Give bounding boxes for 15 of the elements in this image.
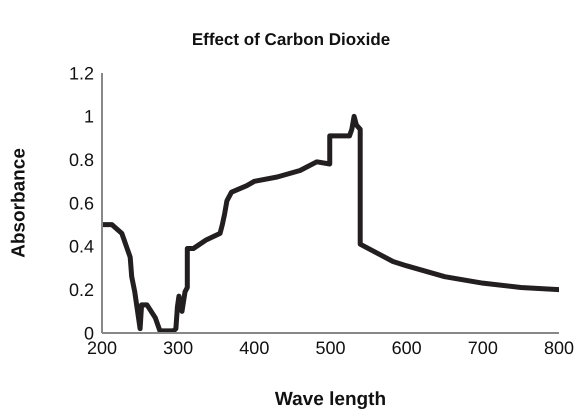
y-tick-label: 0.4 xyxy=(68,236,94,257)
x-tick-label: 400 xyxy=(239,338,270,358)
x-tick-label: 300 xyxy=(163,338,194,358)
y-tick-label: 1.2 xyxy=(68,63,94,84)
y-tick-label: 0.8 xyxy=(68,150,94,170)
x-tick-label: 800 xyxy=(544,338,574,358)
x-axis-title: Wave length xyxy=(274,389,386,410)
y-tick-label: 0.2 xyxy=(68,280,94,300)
y-tick-label: 0.6 xyxy=(68,193,94,214)
x-tick-label: 500 xyxy=(315,338,346,358)
chart-title: Effect of Carbon Dioxide xyxy=(190,29,392,51)
x-tick-label: 600 xyxy=(392,338,422,358)
y-tick-label: 1 xyxy=(84,106,94,127)
x-tick-label: 700 xyxy=(468,338,498,358)
y-axis-title: Absorbance xyxy=(8,148,30,258)
